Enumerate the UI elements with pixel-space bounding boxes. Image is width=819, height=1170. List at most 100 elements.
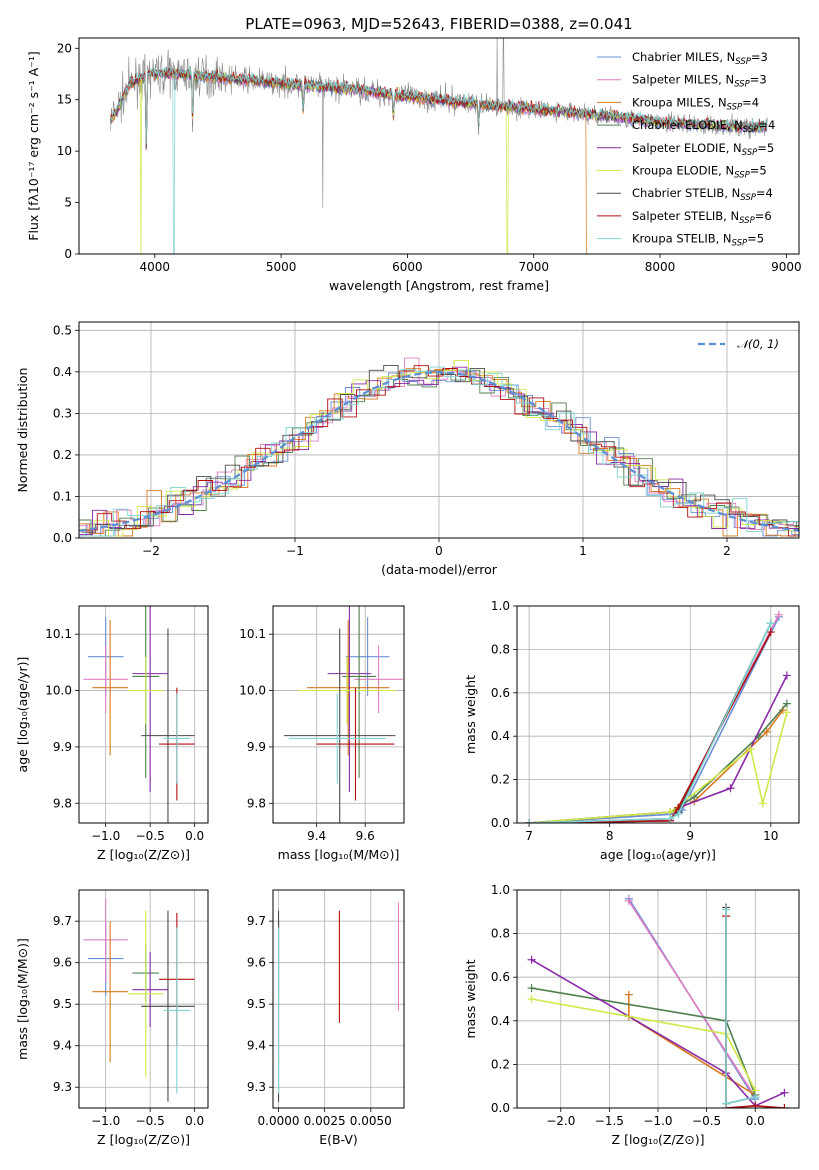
x-tick-label: −1.0 xyxy=(643,1114,672,1128)
legend-ssp-subscript: SSP xyxy=(740,193,756,203)
x-axis-label: (data-model)/error xyxy=(381,562,498,577)
weight-marker xyxy=(780,1104,789,1108)
x-tick-label: −1 xyxy=(286,544,304,558)
axes-frame xyxy=(272,605,405,824)
legend-entry: Kroupa MILES, NSSP=4 xyxy=(632,95,759,112)
legend-ssp-count: =3 xyxy=(751,50,768,64)
legend-ssp-subscript: SSP xyxy=(732,239,748,249)
weight-marker xyxy=(782,708,791,717)
legend-ssp-subscript: SSP xyxy=(742,148,758,158)
x-axis-label: Z [log₁₀(Z/Z⊙)] xyxy=(612,1132,705,1147)
y-axis-label: Flux [fλ10⁻¹⁷ erg cm⁻² s⁻¹ A⁻¹] xyxy=(26,51,41,240)
y-tick-label: 9.3 xyxy=(53,1080,72,1094)
x-tick-label: 7000 xyxy=(518,260,549,274)
y-tick-label: 0.0 xyxy=(491,1101,510,1115)
x-axis-label: Z [log₁₀(Z/Z⊙)] xyxy=(97,847,190,862)
y-tick-label: 9.4 xyxy=(53,1039,72,1053)
legend-ssp-count: =5 xyxy=(757,141,774,155)
x-axis-label: Z [log₁₀(Z/Z⊙)] xyxy=(97,1132,190,1147)
y-tick-label: 0.5 xyxy=(53,323,72,337)
y-tick-label: 10.1 xyxy=(45,627,72,641)
y-tick-label: 0.0 xyxy=(491,816,510,830)
weight-marker xyxy=(527,955,536,964)
y-tick-label: 9.7 xyxy=(247,914,266,928)
y-axis-label: mass weight xyxy=(463,675,478,754)
spectrum-panel: 4000 5000 6000 7000 8000 9000 0 5 10 15 20 waveleng… xyxy=(26,37,802,293)
legend-entry: Chabrier ELODIE, NSSP=4 xyxy=(632,118,775,135)
errorbar-point xyxy=(163,927,191,1094)
x-tick-label: 0.0 xyxy=(185,829,204,843)
legend-ssp-subscript: SSP xyxy=(734,80,750,90)
y-tick-label: 10.1 xyxy=(239,627,266,641)
y-axis-label: mass weight xyxy=(463,959,478,1038)
legend-entry: Salpeter ELODIE, NSSP=5 xyxy=(632,141,774,158)
legend-model-name: Kroupa ELODIE, N xyxy=(632,164,734,178)
weight-marker xyxy=(624,896,633,905)
legend-ssp-subscript: SSP xyxy=(739,216,755,226)
legend-ssp-count: =5 xyxy=(750,164,767,178)
legend-ssp-count: =3 xyxy=(750,73,767,87)
x-tick-label: 2 xyxy=(723,544,731,558)
x-tick-label: −0.5 xyxy=(136,829,165,843)
weight-series-line xyxy=(529,614,780,823)
x-tick-label: 8000 xyxy=(645,260,676,274)
y-tick-label: 0.6 xyxy=(491,686,510,700)
weight-marker xyxy=(624,990,633,999)
y-tick-label: 0.8 xyxy=(491,927,510,941)
x-tick-label: −2 xyxy=(142,544,160,558)
weight-series-line xyxy=(628,900,756,1098)
residual-histogram xyxy=(81,364,799,533)
y-tick-label: 1.0 xyxy=(491,883,510,897)
x-tick-label: 9.6 xyxy=(356,829,375,843)
y-tick-label: 5 xyxy=(64,196,72,210)
errorbar-point xyxy=(163,693,191,784)
x-tick-label: 9000 xyxy=(771,260,802,274)
legend-ssp-count: =6 xyxy=(755,209,772,223)
errorbar-point xyxy=(141,910,195,1102)
x-tick-label: −1.0 xyxy=(91,829,120,843)
axes-frame xyxy=(78,889,209,1109)
y-tick-label: 20 xyxy=(57,41,72,55)
mass-vs-ebv-panel: 0.0000 0.0025 0.0050 9.3 9.4 9.5 9.6 9.7 E(B-V) xyxy=(247,889,405,1147)
mass-vs-Z-panel: −1.0 −0.5 0.0 9.3 9.4 9.5 9.6 9.7 Z [log₁₀(Z/Z⊙)… xyxy=(15,889,209,1147)
errorbar-point xyxy=(141,628,195,823)
legend-ssp-subscript: SSP xyxy=(734,171,750,181)
weight-series-line xyxy=(529,703,788,823)
axes-frame xyxy=(78,321,800,539)
x-axis-label: mass [log₁₀(M/M⊙)] xyxy=(278,847,400,862)
x-axis-label: wavelength [Angstrom, rest frame] xyxy=(329,278,549,293)
model-spectrum xyxy=(110,66,768,146)
errorbar-point xyxy=(92,921,128,1063)
errorbars xyxy=(277,902,400,1102)
figure-title: PLATE=0963, MJD=52643, FIBERID=0388, z=0… xyxy=(245,15,632,33)
weight-marker xyxy=(674,810,683,819)
legend-ssp-count: =4 xyxy=(742,95,759,109)
plot-area: 4000 5000 6000 7000 8000 900005101520waveleng… xyxy=(15,37,802,1147)
legend-ssp-count: =5 xyxy=(747,232,764,246)
y-tick-label: 0.0 xyxy=(53,531,72,545)
legend-model-name: Chabrier MILES, N xyxy=(632,50,735,64)
weight-vs-age-panel: 7 8 9 10 0.0 0.2 0.4 0.6 0.8 1.0 age [log₁₀(age/yr… xyxy=(463,599,800,862)
x-axis-label: E(B-V) xyxy=(319,1132,358,1147)
legend-entry: Kroupa ELODIE, NSSP=5 xyxy=(632,164,767,181)
y-tick-label: 0.4 xyxy=(53,365,72,379)
residual-histogram xyxy=(79,370,799,537)
axes-frame xyxy=(78,37,800,255)
weight-marker xyxy=(751,1093,760,1102)
axes-frame xyxy=(78,605,209,824)
x-tick-label: 1 xyxy=(579,544,587,558)
y-tick-label: 0.2 xyxy=(53,448,72,462)
weight-series-line xyxy=(529,623,772,823)
legend-ssp-count: =4 xyxy=(758,118,775,132)
weight-series-line xyxy=(529,623,772,823)
legend-entry: Kroupa STELIB, NSSP=5 xyxy=(632,232,764,249)
weight-marker xyxy=(525,819,534,823)
y-tick-label: 0.6 xyxy=(491,970,510,984)
legend-model-name: Salpeter STELIB, N xyxy=(632,209,739,223)
errorbar-point xyxy=(127,656,164,725)
errorbar-point xyxy=(316,687,395,801)
x-tick-label: 7 xyxy=(525,829,533,843)
errorbar-point xyxy=(327,606,372,792)
weight-marker xyxy=(762,727,771,736)
